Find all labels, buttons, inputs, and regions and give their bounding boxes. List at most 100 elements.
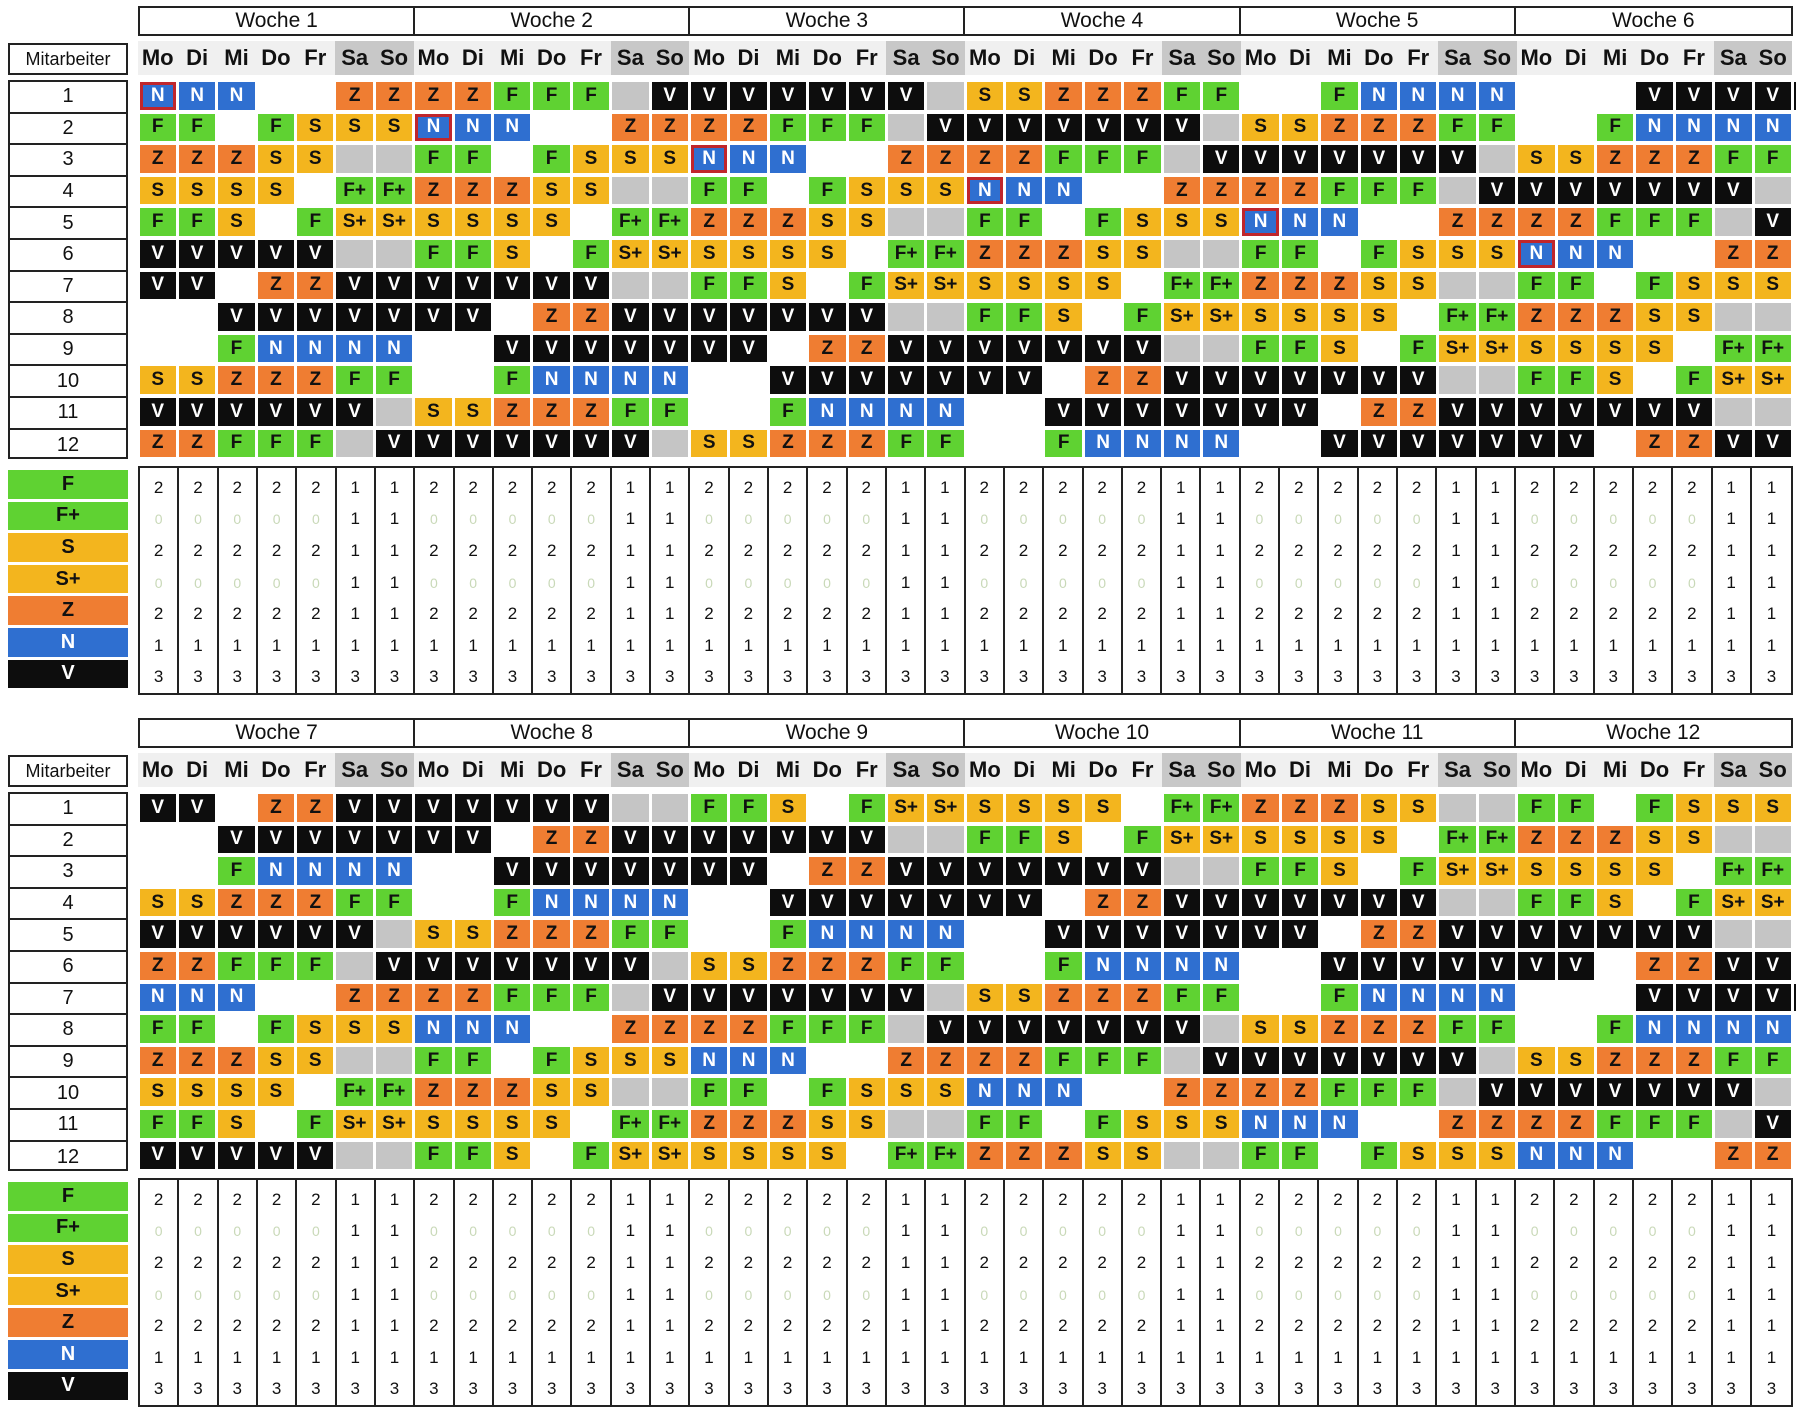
shift-cell[interactable]: N	[1753, 1013, 1792, 1045]
shift-cell[interactable]: V	[1162, 396, 1201, 428]
shift-cell[interactable]	[1162, 1045, 1201, 1077]
shift-cell[interactable]: V	[1517, 918, 1556, 950]
shift-cell[interactable]: Z	[1123, 80, 1162, 112]
shift-cell[interactable]	[1123, 792, 1162, 824]
shift-cell[interactable]: S	[1359, 270, 1398, 302]
shift-cell[interactable]: V	[414, 270, 453, 302]
shift-cell[interactable]: V	[689, 80, 728, 112]
shift-cell[interactable]: Z	[1556, 301, 1595, 333]
shift-cell[interactable]: S	[1359, 301, 1398, 333]
shift-cell[interactable]: F	[296, 1108, 335, 1140]
shift-cell[interactable]: F	[1438, 1013, 1477, 1045]
shift-cell[interactable]: F	[296, 950, 335, 982]
shift-cell[interactable]	[689, 918, 728, 950]
shift-cell[interactable]	[650, 950, 689, 982]
shift-cell[interactable]: F+	[1438, 301, 1477, 333]
shift-cell[interactable]: N	[1359, 80, 1398, 112]
shift-cell[interactable]: S+	[1477, 333, 1516, 365]
shift-cell[interactable]: V	[847, 80, 886, 112]
shift-cell[interactable]	[611, 792, 650, 824]
shift-cell[interactable]: S	[768, 238, 807, 270]
shift-cell[interactable]: Z	[808, 333, 847, 365]
shift-cell[interactable]: F	[374, 364, 413, 396]
shift-cell[interactable]: V	[1399, 1045, 1438, 1077]
shift-cell[interactable]: V	[1123, 1013, 1162, 1045]
shift-cell[interactable]: F	[571, 982, 610, 1014]
shift-cell[interactable]: Z	[1674, 428, 1713, 460]
shift-cell[interactable]	[453, 887, 492, 919]
shift-cell[interactable]	[1635, 887, 1674, 919]
shift-cell[interactable]: V	[296, 1140, 335, 1172]
shift-cell[interactable]: S	[493, 238, 532, 270]
shift-cell[interactable]: V	[1399, 143, 1438, 175]
shift-cell[interactable]: V	[1635, 918, 1674, 950]
shift-cell[interactable]: F	[1320, 982, 1359, 1014]
shift-cell[interactable]: N	[1280, 206, 1319, 238]
shift-cell[interactable]: F+	[335, 1076, 374, 1108]
shift-cell[interactable]: Z	[729, 112, 768, 144]
shift-cell[interactable]: F+	[886, 1140, 925, 1172]
shift-cell[interactable]: Z	[1595, 143, 1634, 175]
shift-cell[interactable]: V	[729, 855, 768, 887]
shift-cell[interactable]: Z	[1241, 1076, 1280, 1108]
shift-cell[interactable]: S	[1477, 1140, 1516, 1172]
shift-cell[interactable]: Z	[1320, 792, 1359, 824]
shift-cell[interactable]	[1359, 1108, 1398, 1140]
shift-cell[interactable]: S	[1044, 792, 1083, 824]
shift-cell[interactable]: S	[296, 112, 335, 144]
shift-cell[interactable]: F	[1044, 950, 1083, 982]
shift-cell[interactable]: S	[1005, 270, 1044, 302]
shift-cell[interactable]: Z	[1714, 1140, 1753, 1172]
shift-cell[interactable]: V	[1280, 918, 1319, 950]
shift-cell[interactable]	[335, 238, 374, 270]
shift-cell[interactable]: Z	[847, 950, 886, 982]
shift-cell[interactable]	[1320, 396, 1359, 428]
shift-cell[interactable]: S	[1202, 1108, 1241, 1140]
shift-cell[interactable]: V	[650, 855, 689, 887]
shift-cell[interactable]: V	[926, 112, 965, 144]
shift-cell[interactable]	[374, 238, 413, 270]
shift-cell[interactable]: V	[453, 792, 492, 824]
shift-cell[interactable]: F	[1674, 364, 1713, 396]
shift-cell[interactable]	[1556, 112, 1595, 144]
shift-cell[interactable]: V	[926, 887, 965, 919]
shift-cell[interactable]	[532, 1013, 571, 1045]
shift-cell[interactable]: V	[296, 301, 335, 333]
shift-cell[interactable]: F	[532, 1045, 571, 1077]
shift-cell[interactable]: S	[1399, 270, 1438, 302]
shift-cell[interactable]: V	[217, 824, 256, 856]
shift-cell[interactable]: S	[650, 1045, 689, 1077]
shift-cell[interactable]	[1320, 238, 1359, 270]
shift-cell[interactable]	[1517, 80, 1556, 112]
shift-cell[interactable]: S	[965, 80, 1004, 112]
shift-cell[interactable]: Z	[650, 1013, 689, 1045]
shift-cell[interactable]: F	[335, 364, 374, 396]
shift-cell[interactable]: N	[1162, 428, 1201, 460]
shift-cell[interactable]: Z	[1359, 1013, 1398, 1045]
shift-cell[interactable]: Z	[532, 824, 571, 856]
shift-cell[interactable]: S	[1517, 855, 1556, 887]
shift-cell[interactable]: S	[571, 1076, 610, 1108]
shift-cell[interactable]	[1595, 270, 1634, 302]
shift-cell[interactable]: V	[532, 333, 571, 365]
shift-cell[interactable]: N	[886, 918, 925, 950]
shift-cell[interactable]	[493, 143, 532, 175]
shift-cell[interactable]: F	[1044, 143, 1083, 175]
shift-cell[interactable]: V	[1083, 918, 1122, 950]
shift-cell[interactable]	[1044, 1108, 1083, 1140]
shift-cell[interactable]	[926, 982, 965, 1014]
shift-cell[interactable]	[1674, 1140, 1713, 1172]
shift-cell[interactable]: S	[1083, 270, 1122, 302]
shift-cell[interactable]	[453, 855, 492, 887]
shift-cell[interactable]: V	[453, 301, 492, 333]
shift-cell[interactable]	[847, 1045, 886, 1077]
shift-cell[interactable]: F	[1556, 364, 1595, 396]
shift-cell[interactable]: V	[1202, 918, 1241, 950]
shift-cell[interactable]: F+	[650, 206, 689, 238]
shift-cell[interactable]	[1595, 982, 1634, 1014]
shift-cell[interactable]: V	[847, 982, 886, 1014]
shift-cell[interactable]: V	[1123, 112, 1162, 144]
shift-cell[interactable]: Z	[1595, 301, 1634, 333]
shift-cell[interactable]: Z	[296, 270, 335, 302]
shift-cell[interactable]: V	[847, 824, 886, 856]
